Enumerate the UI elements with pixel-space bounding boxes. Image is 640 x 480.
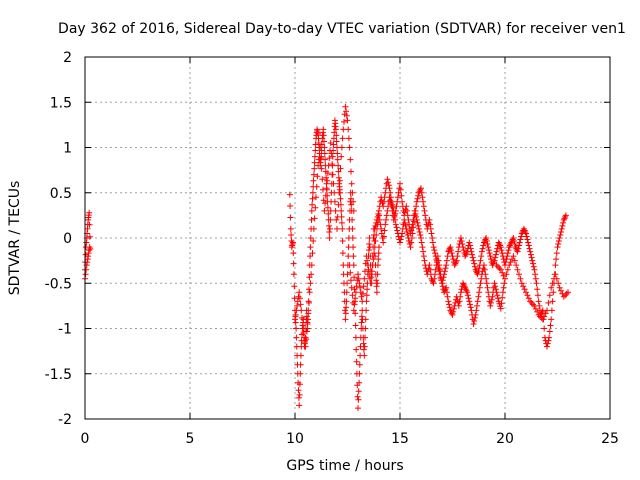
plot-frame [84,56,611,420]
y-tick-label: -0.5 [45,276,72,292]
x-tick-label: 25 [601,431,619,447]
y-tick-label: 1 [63,141,72,157]
chart-title: Day 362 of 2016, Sidereal Day-to-day VTE… [58,21,626,37]
x-tick-label: 20 [496,431,514,447]
x-tick-label: 10 [286,431,304,447]
grid-layer [85,57,610,419]
y-tick-label: 0 [63,231,72,247]
x-tick-label: 5 [186,431,195,447]
x-tick-labels: 0 5 10 15 20 25 [81,431,619,447]
data-series-ven1 [82,103,571,412]
data-markers [82,103,571,412]
y-tick-label: -1 [58,322,72,338]
y-tick-labels: -2 -1.5 -1 -0.5 0 0.5 1 1.5 2 [45,50,72,428]
y-tick-label: 0.5 [50,186,72,202]
y-tick-label: -1.5 [45,367,72,383]
y-tick-label: -2 [58,412,72,428]
y-axis-label: SDTVAR / TECUs [7,181,23,296]
x-tick-label: 0 [81,431,90,447]
y-tick-label: 2 [63,50,72,66]
x-tick-label: 15 [391,431,409,447]
y-tick-label: 1.5 [50,95,72,111]
x-axis-label: GPS time / hours [286,458,403,474]
